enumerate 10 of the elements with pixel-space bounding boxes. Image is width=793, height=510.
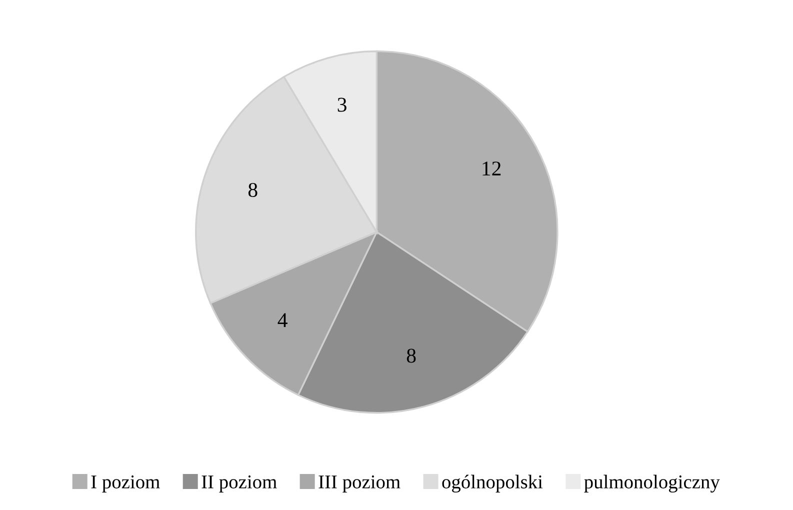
data-label: 8 xyxy=(406,348,416,363)
legend-label: ogólnopolski xyxy=(442,474,543,492)
legend-label: III poziom xyxy=(318,475,400,492)
data-label: 8 xyxy=(248,182,258,198)
data-label: 4 xyxy=(278,313,288,328)
data-label: 3 xyxy=(338,98,346,112)
legend-label: I poziom xyxy=(91,475,160,492)
data-label: 12 xyxy=(482,162,501,176)
legend-label: II poziom xyxy=(202,475,277,492)
legend-label: pulmonologiczny xyxy=(584,474,720,492)
